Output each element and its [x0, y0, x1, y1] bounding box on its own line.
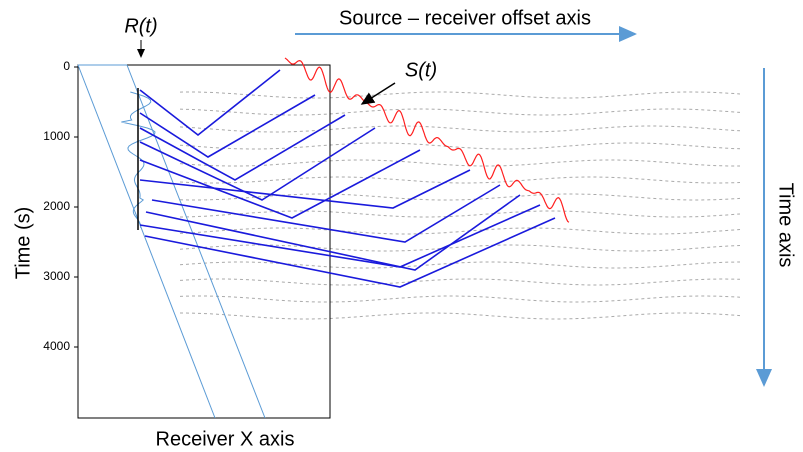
trace-line [179, 125, 741, 133]
trace-line [179, 261, 741, 269]
trace-line [179, 227, 741, 235]
y-axis-label: Time (s) [12, 207, 34, 280]
y-tick-label: 2000 [43, 199, 70, 213]
ray-path [139, 149, 421, 219]
direct-wave [126, 64, 266, 419]
trace-line [179, 142, 741, 150]
ray-path [151, 184, 501, 243]
time-axis-label: Time axis [775, 183, 797, 268]
offset-axis-label: Source – receiver offset axis [339, 7, 591, 29]
ray-path [139, 127, 376, 201]
ray-path [139, 94, 316, 158]
trace-line [179, 295, 741, 303]
trace-line [179, 108, 741, 116]
s-label: S(t) [405, 59, 437, 81]
trace-line [179, 210, 741, 218]
ray-path [139, 169, 471, 209]
y-tick-label: 0 [63, 59, 70, 73]
source-wavelet [284, 57, 570, 223]
receiver-axis-label: Receiver X axis [156, 428, 295, 450]
ray-path [139, 204, 541, 268]
r-label: R(t) [124, 15, 157, 37]
ray-path [139, 114, 346, 181]
trace-line [179, 244, 741, 252]
ray-path [144, 217, 556, 288]
trace-line [179, 278, 741, 286]
direct-wave [77, 64, 216, 419]
ray-group [139, 69, 556, 288]
y-tick-label: 3000 [43, 269, 70, 283]
trace-line [179, 176, 741, 184]
y-tick-label: 1000 [43, 129, 70, 143]
ray-path [145, 194, 521, 271]
wave-group [121, 91, 741, 320]
y-tick-label: 4000 [43, 339, 70, 353]
trace-line [180, 312, 741, 320]
receiver-box [77, 64, 331, 419]
s-arrow [360, 82, 396, 105]
trace-line [179, 91, 741, 99]
ray-path [139, 69, 281, 137]
